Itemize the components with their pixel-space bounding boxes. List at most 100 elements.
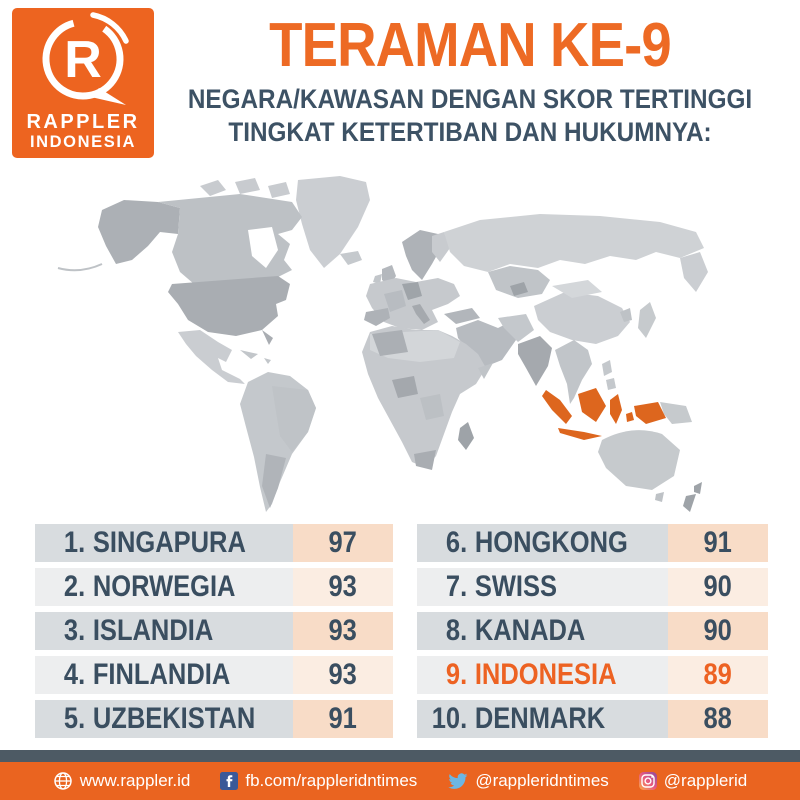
score-value: 93 bbox=[328, 570, 358, 603]
score-value: 88 bbox=[703, 702, 733, 735]
world-map-svg bbox=[57, 176, 708, 512]
rank-number: 4. bbox=[63, 658, 86, 691]
score-cell: 91 bbox=[668, 524, 768, 562]
rank-number: 6. bbox=[446, 526, 468, 559]
country-cell: 8. KANADA bbox=[417, 612, 668, 650]
score-value: 97 bbox=[328, 526, 358, 559]
score-cell: 88 bbox=[668, 700, 768, 738]
country-cell: 7. SWISS bbox=[417, 568, 668, 606]
country-cell: 2. NORWEGIA bbox=[35, 568, 294, 606]
country-cell: 10. DENMARK bbox=[417, 700, 668, 738]
ranking-column-right: 6. HONGKONG 91 7. SWISS 90 8. KANADA 90 9. I… bbox=[417, 524, 768, 744]
region-mexico bbox=[178, 330, 245, 384]
brand-region: INDONESIA bbox=[29, 133, 137, 151]
score-value: 91 bbox=[328, 702, 358, 735]
region-new-zealand bbox=[683, 482, 702, 512]
region-australia bbox=[598, 430, 680, 490]
subtitle-line-2: TINGKAT KETERTIBAN DAN HUKUMNYA: bbox=[228, 117, 712, 148]
rank-number: 3. bbox=[63, 614, 86, 647]
region-japan bbox=[638, 302, 656, 338]
country-name: SINGAPURA bbox=[92, 526, 246, 559]
score-value: 90 bbox=[703, 570, 733, 603]
country-cell: 5. UZBEKISTAN bbox=[35, 700, 294, 738]
rank-number: 5. bbox=[63, 702, 86, 735]
region-central-asia bbox=[488, 266, 550, 298]
ranking-column-left: 1. SINGAPURA 97 2. NORWEGIA 93 3. ISLANDIA … bbox=[35, 524, 394, 744]
country-cell: 6. HONGKONG bbox=[417, 524, 668, 562]
ranking-row-indonesia-highlighted: 9. INDONESIA 89 bbox=[417, 656, 768, 694]
score-value: 90 bbox=[703, 614, 733, 647]
region-greenland bbox=[296, 176, 370, 268]
region-alaska bbox=[98, 200, 180, 264]
region-iberia bbox=[364, 308, 390, 326]
ranking-row-singapura: 1. SINGAPURA 97 bbox=[35, 524, 394, 562]
footer-bar: www.rappler.id fb.com/rappleridntimes @r… bbox=[0, 762, 800, 800]
score-cell: 90 bbox=[668, 568, 768, 606]
globe-icon bbox=[54, 772, 72, 790]
region-middle-east bbox=[456, 320, 516, 368]
subtitle-line-1: NEGARA/KAWASAN DENGAN SKOR TERTINGGI bbox=[187, 84, 753, 114]
ranking-row-swiss: 7. SWISS 90 bbox=[417, 568, 768, 606]
score-cell: 97 bbox=[293, 524, 394, 562]
score-cell: 93 bbox=[293, 612, 394, 650]
ranking-row-norwegia: 2. NORWEGIA 93 bbox=[35, 568, 394, 606]
world-map bbox=[40, 172, 760, 520]
footer-twitter: @rappleridntimes bbox=[447, 771, 609, 792]
country-cell: 1. SINGAPURA bbox=[35, 524, 294, 562]
facebook-icon bbox=[220, 772, 239, 790]
ranking-table: 1. SINGAPURA 97 2. NORWEGIA 93 3. ISLANDIA … bbox=[35, 524, 768, 744]
brand-name: RAPPLER bbox=[26, 111, 140, 133]
region-southeast-asia bbox=[555, 340, 592, 404]
country-cell: 4. FINLANDIA bbox=[35, 656, 294, 694]
region-uzbekistan bbox=[510, 282, 528, 296]
score-value: 91 bbox=[703, 526, 733, 559]
score-cell: 90 bbox=[668, 612, 768, 650]
region-usa bbox=[168, 276, 290, 336]
score-cell: 93 bbox=[293, 568, 394, 606]
region-africa bbox=[362, 326, 486, 468]
country-name: FINLANDIA bbox=[92, 658, 231, 691]
country-cell: 9. INDONESIA bbox=[417, 656, 668, 694]
country-name: DENMARK bbox=[474, 702, 606, 735]
indonesia-region-highlight bbox=[542, 388, 666, 440]
country-name: KANADA bbox=[474, 614, 586, 647]
country-name: UZBEKISTAN bbox=[92, 702, 256, 735]
footer-instagram: @rapplerid bbox=[638, 771, 748, 791]
ranking-row-kanada: 8. KANADA 90 bbox=[417, 612, 768, 650]
twitter-icon bbox=[448, 772, 468, 789]
score-cell: 91 bbox=[293, 700, 394, 738]
region-india bbox=[518, 336, 552, 386]
ranking-row-islandia: 3. ISLANDIA 93 bbox=[35, 612, 394, 650]
footer-divider-bar bbox=[0, 750, 800, 762]
score-cell: 93 bbox=[293, 656, 394, 694]
instagram-label: @rapplerid bbox=[663, 771, 748, 790]
country-name: SWISS bbox=[474, 570, 558, 603]
region-philippines bbox=[602, 360, 616, 390]
region-iceland bbox=[340, 251, 362, 265]
score-value: 93 bbox=[328, 658, 358, 691]
region-madagascar bbox=[458, 422, 474, 450]
rappler-logo-icon: R bbox=[42, 12, 129, 105]
ranking-row-hongkong: 6. HONGKONG 91 bbox=[417, 524, 768, 562]
logo-letter: R bbox=[64, 31, 102, 89]
country-cell: 3. ISLANDIA bbox=[35, 612, 294, 650]
rank-number: 8. bbox=[446, 614, 468, 647]
instagram-icon bbox=[638, 772, 657, 790]
country-name: ISLANDIA bbox=[92, 614, 214, 647]
rappler-logo-block: R RAPPLER INDONESIA bbox=[12, 8, 154, 158]
website-label: www.rappler.id bbox=[79, 771, 191, 790]
footer-facebook: fb.com/rappleridntimes bbox=[220, 771, 417, 791]
rank-number: 9. bbox=[446, 658, 468, 691]
country-name: NORWEGIA bbox=[92, 570, 236, 603]
region-china bbox=[534, 292, 630, 344]
ranking-row-uzbekistan: 5. UZBEKISTAN 91 bbox=[35, 700, 394, 738]
footer-website: www.rappler.id bbox=[53, 771, 191, 791]
score-value: 89 bbox=[703, 658, 733, 691]
country-name: INDONESIA bbox=[474, 658, 617, 691]
rank-number: 2. bbox=[63, 570, 86, 603]
rank-number: 7. bbox=[446, 570, 468, 603]
facebook-label: fb.com/rappleridntimes bbox=[245, 771, 418, 790]
ranking-row-denmark: 10. DENMARK 88 bbox=[417, 700, 768, 738]
ranking-row-finlandia: 4. FINLANDIA 93 bbox=[35, 656, 394, 694]
